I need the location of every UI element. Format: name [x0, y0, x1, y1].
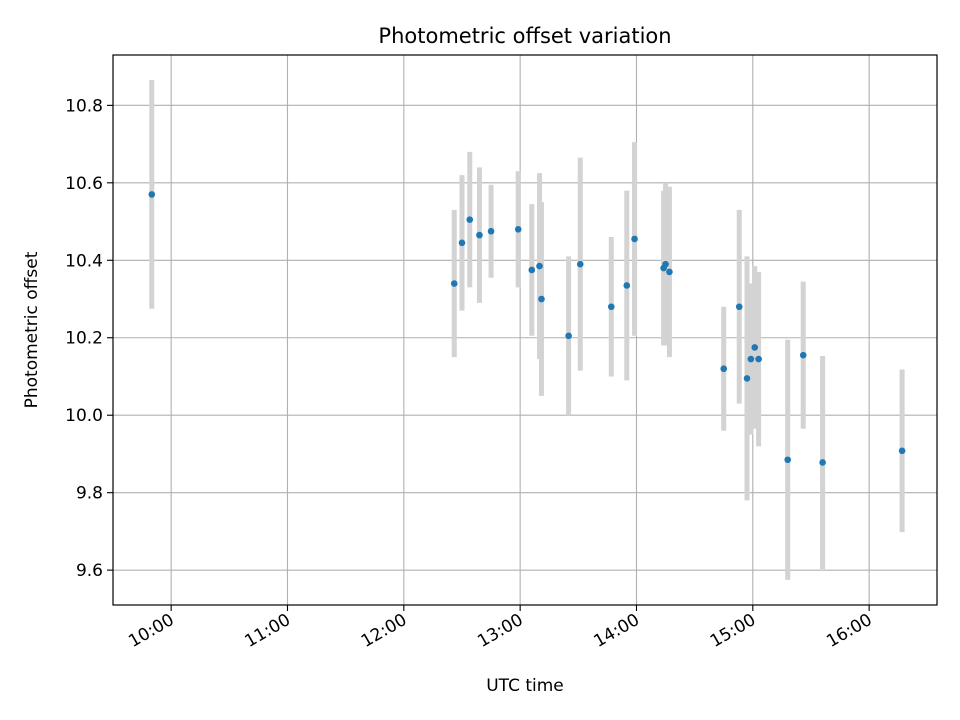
- y-tick-label: 10.8: [65, 96, 103, 116]
- data-point: [565, 332, 572, 340]
- data-point: [666, 268, 673, 276]
- data-point: [720, 365, 728, 373]
- y-tick-label: 10.0: [65, 406, 103, 426]
- data-point: [819, 459, 826, 466]
- y-tick-label: 9.6: [76, 561, 103, 581]
- data-point: [784, 456, 792, 464]
- data-point: [514, 225, 522, 233]
- data-point: [466, 216, 474, 223]
- y-tick-label: 10.6: [65, 174, 103, 194]
- data-point: [538, 295, 545, 303]
- y-tick-label: 9.8: [76, 484, 103, 504]
- y-tick-label: 10.4: [65, 251, 103, 271]
- data-point: [148, 191, 156, 198]
- data-point: [662, 260, 669, 268]
- data-point: [623, 282, 631, 289]
- data-point: [751, 344, 759, 351]
- data-point: [755, 355, 762, 363]
- data-point: [607, 303, 615, 311]
- data-point: [528, 266, 536, 274]
- data-point: [743, 375, 751, 382]
- data-point: [799, 351, 807, 359]
- x-axis-label: UTC time: [486, 676, 564, 696]
- data-points: [148, 191, 906, 466]
- data-point: [476, 231, 483, 239]
- y-axis-label: Photometric offset: [22, 251, 42, 408]
- data-point: [735, 303, 743, 311]
- data-point: [576, 260, 584, 268]
- plot-area: [112, 54, 938, 606]
- data-point: [458, 239, 466, 247]
- data-point: [450, 280, 458, 287]
- y-tick-label: 10.2: [65, 329, 103, 349]
- data-point: [898, 447, 906, 455]
- data-point: [487, 227, 495, 235]
- data-point: [631, 235, 638, 243]
- data-point: [536, 262, 543, 270]
- data-point: [747, 355, 755, 363]
- y-axis: 9.6 9.8 10.0 10.2 10.4 10.6 10.8: [65, 96, 113, 581]
- chart-title: Photometric offset variation: [378, 24, 671, 48]
